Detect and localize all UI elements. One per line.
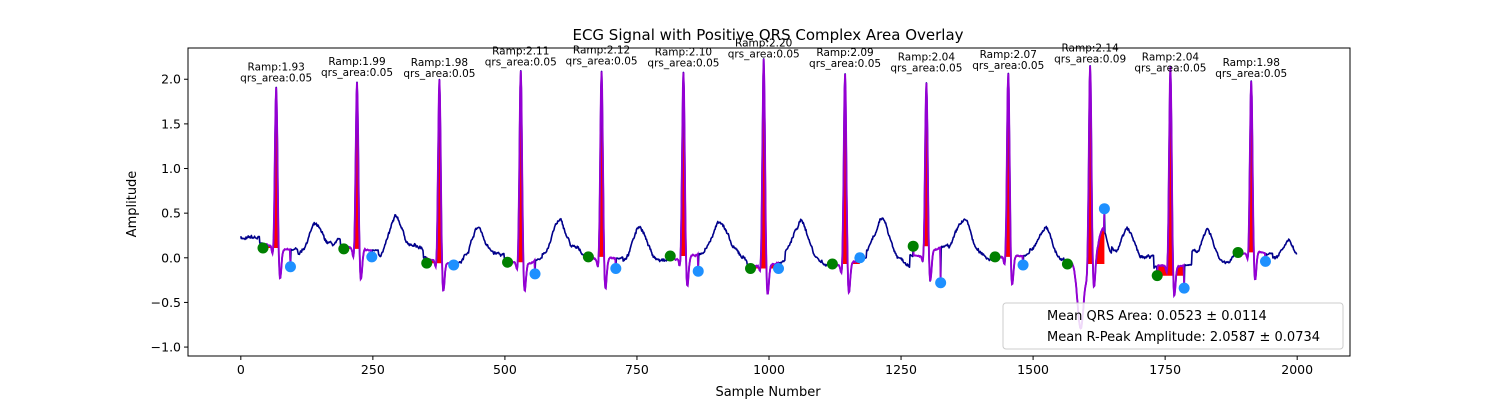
x-tick-label-1000: 1000 <box>753 362 785 377</box>
qrs-area-label-6: qrs_area:0.05 <box>647 57 719 69</box>
qrs-area-label-3: qrs_area:0.05 <box>403 68 475 80</box>
r-peak-amplitude-label-3: Ramp:1.98 <box>411 57 468 69</box>
qrs-offset-marker-4 <box>529 268 541 280</box>
r-peak-amplitude-label-12: Ramp:2.04 <box>1142 52 1200 64</box>
y-tick-label-0.5: 0.5 <box>161 206 181 221</box>
y-tick-label--0.5: −0.5 <box>151 295 181 310</box>
qrs-offset-marker-10 <box>1017 259 1029 271</box>
qrs-onset-marker-4 <box>502 256 514 268</box>
x-tick-label-1750: 1750 <box>1149 362 1181 377</box>
y-tick-label--1: −1.0 <box>151 340 181 355</box>
qrs-onset-marker-12 <box>1151 270 1163 282</box>
plot-area: Ramp:1.93qrs_area:0.05Ramp:1.99qrs_area:… <box>151 37 1351 377</box>
qrs-onset-marker-3 <box>421 257 433 269</box>
x-tick-label-500: 500 <box>493 362 517 377</box>
qrs-area-label-8: qrs_area:0.05 <box>809 58 881 70</box>
r-peak-amplitude-label-11: Ramp:2.14 <box>1061 43 1119 55</box>
qrs-offset-marker-12 <box>1178 282 1190 294</box>
qrs-offset-marker-7 <box>773 263 785 275</box>
r-peak-amplitude-label-1: Ramp:1.93 <box>248 61 305 73</box>
qrs-segment-6 <box>669 72 700 288</box>
y-tick-label-0: 0.0 <box>161 250 181 265</box>
x-tick-label-2000: 2000 <box>1281 362 1313 377</box>
qrs-onset-marker-8 <box>826 258 838 270</box>
r-peak-amplitude-label-2: Ramp:1.99 <box>328 56 385 68</box>
qrs-offset-marker-6 <box>692 265 704 277</box>
x-tick-label-0: 0 <box>237 362 245 377</box>
qrs-offset-marker-2 <box>366 251 378 263</box>
qrs-onset-marker-7 <box>745 263 757 275</box>
qrs-area-label-12: qrs_area:0.05 <box>1134 63 1206 75</box>
qrs-onset-marker-2 <box>338 243 350 255</box>
r-peak-amplitude-label-9: Ramp:2.04 <box>898 52 956 64</box>
qrs-offset-marker-11 <box>1098 203 1110 215</box>
qrs-offset-marker-1 <box>284 261 296 273</box>
r-peak-amplitude-label-13: Ramp:1.98 <box>1223 57 1280 69</box>
qrs-area-fill-11 <box>1067 65 1105 264</box>
qrs-area-fill-12 <box>1157 66 1185 276</box>
qrs-area-label-10: qrs_area:0.05 <box>972 60 1044 72</box>
qrs-area-label-4: qrs_area:0.05 <box>485 56 557 68</box>
x-tick-label-250: 250 <box>361 362 385 377</box>
qrs-area-label-11: qrs_area:0.09 <box>1054 54 1126 66</box>
qrs-area-label-9: qrs_area:0.05 <box>890 63 962 75</box>
qrs-area-label-13: qrs_area:0.05 <box>1215 68 1287 80</box>
qrs-offset-marker-8 <box>854 252 866 264</box>
qrs-onset-marker-11 <box>1061 258 1073 270</box>
qrs-segment-1 <box>262 87 292 280</box>
qrs-segment-9 <box>912 82 942 283</box>
qrs-area-label-2: qrs_area:0.05 <box>321 67 393 79</box>
y-axis-label: Amplitude <box>125 171 140 238</box>
x-tick-label-1250: 1250 <box>885 362 917 377</box>
r-peak-amplitude-label-10: Ramp:2.07 <box>980 49 1037 61</box>
legend-entry-mean-r-peak-amplitude: Mean R-Peak Amplitude: 2.0587 ± 0.0734 <box>1047 330 1320 345</box>
qrs-onset-marker-6 <box>664 250 676 262</box>
r-peak-amplitude-label-7: Ramp:2.20 <box>735 37 792 49</box>
qrs-offset-marker-13 <box>1259 255 1271 267</box>
qrs-segment-12 <box>1156 66 1186 299</box>
qrs-area-label-5: qrs_area:0.05 <box>566 56 638 68</box>
qrs-onset-marker-13 <box>1232 246 1244 258</box>
qrs-area-label-7: qrs_area:0.05 <box>728 48 800 60</box>
qrs-offset-marker-5 <box>610 263 622 275</box>
y-tick-label-1.5: 1.5 <box>161 116 181 131</box>
x-axis-label: Sample Number <box>715 385 821 400</box>
qrs-onset-marker-10 <box>989 251 1001 263</box>
r-peak-amplitude-label-6: Ramp:2.10 <box>655 46 712 58</box>
y-tick-label-2: 2.0 <box>161 72 181 87</box>
y-tick-label-1: 1.0 <box>161 161 181 176</box>
legend-box <box>1002 302 1344 350</box>
qrs-offset-marker-9 <box>935 277 947 289</box>
x-tick-label-1500: 1500 <box>1017 362 1049 377</box>
x-tick-label-750: 750 <box>625 362 649 377</box>
qrs-segment-11 <box>1066 65 1106 330</box>
legend-entry-mean-qrs-area: Mean QRS Area: 0.0523 ± 0.0114 <box>1047 309 1267 324</box>
qrs-onset-marker-9 <box>907 240 919 252</box>
qrs-offset-marker-3 <box>448 259 460 271</box>
qrs-area-label-1: qrs_area:0.05 <box>240 72 312 84</box>
chart-title: ECG Signal with Positive QRS Complex Are… <box>572 26 963 44</box>
r-peak-amplitude-label-8: Ramp:2.09 <box>816 47 873 59</box>
qrs-onset-marker-1 <box>257 242 269 254</box>
qrs-onset-marker-5 <box>582 251 594 263</box>
legend: Mean QRS Area: 0.0523 ± 0.0114 Mean R-Pe… <box>1002 302 1344 350</box>
